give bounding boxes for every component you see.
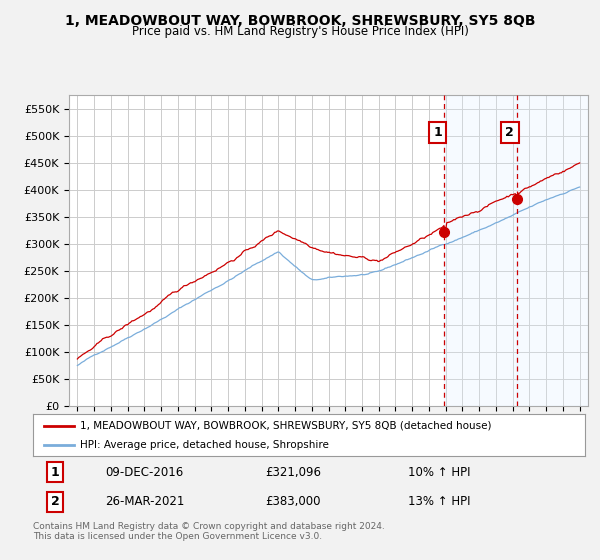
Text: £383,000: £383,000 [265, 495, 320, 508]
Text: 13% ↑ HPI: 13% ↑ HPI [409, 495, 471, 508]
Text: 10% ↑ HPI: 10% ↑ HPI [409, 465, 471, 479]
Text: £321,096: £321,096 [265, 465, 321, 479]
Text: 26-MAR-2021: 26-MAR-2021 [105, 495, 184, 508]
Bar [445, 95, 517, 406]
Text: HPI: Average price, detached house, Shropshire: HPI: Average price, detached house, Shro… [80, 440, 329, 450]
Text: 09-DEC-2016: 09-DEC-2016 [105, 465, 183, 479]
Bar [517, 95, 588, 406]
Text: 2: 2 [505, 126, 514, 139]
Text: 1: 1 [433, 126, 442, 139]
Text: 1, MEADOWBOUT WAY, BOWBROOK, SHREWSBURY, SY5 8QB: 1, MEADOWBOUT WAY, BOWBROOK, SHREWSBURY,… [65, 14, 535, 28]
Text: 1, MEADOWBOUT WAY, BOWBROOK, SHREWSBURY, SY5 8QB (detached house): 1, MEADOWBOUT WAY, BOWBROOK, SHREWSBURY,… [80, 421, 491, 431]
Text: Contains HM Land Registry data © Crown copyright and database right 2024.
This d: Contains HM Land Registry data © Crown c… [33, 522, 385, 542]
Text: 2: 2 [51, 495, 59, 508]
Text: Price paid vs. HM Land Registry's House Price Index (HPI): Price paid vs. HM Land Registry's House … [131, 25, 469, 38]
Text: 1: 1 [51, 465, 59, 479]
